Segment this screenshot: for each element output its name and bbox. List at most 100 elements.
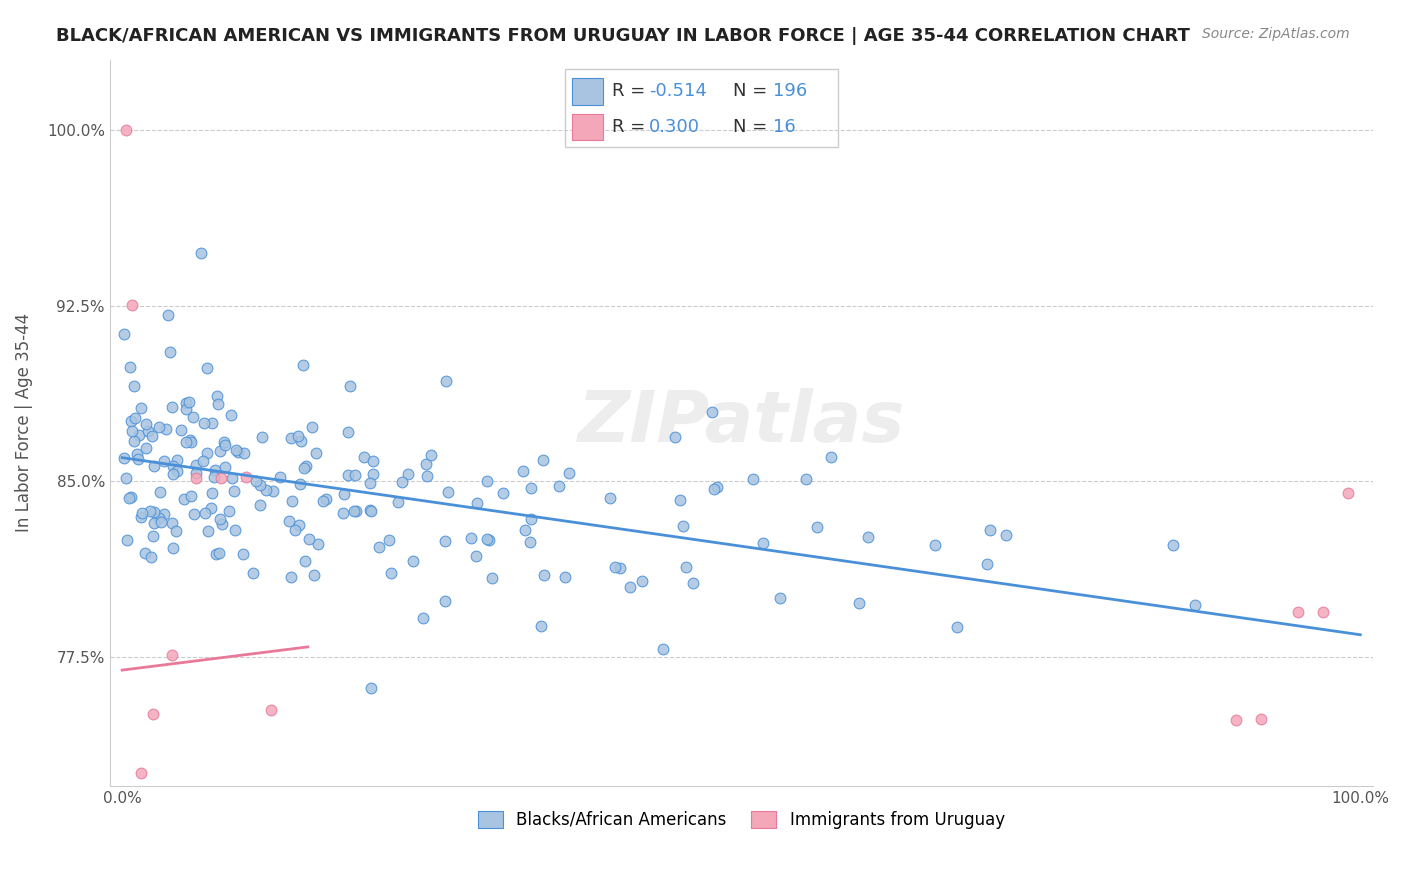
Point xyxy=(277,514,299,528)
Point xyxy=(477,532,499,546)
Point xyxy=(202,470,225,484)
Point xyxy=(548,479,571,493)
Point xyxy=(301,419,323,434)
Point xyxy=(1286,606,1309,620)
Point xyxy=(245,474,267,488)
Point xyxy=(208,546,231,560)
Point xyxy=(315,492,337,507)
Point xyxy=(179,395,201,409)
Text: R =: R = xyxy=(612,118,651,136)
Point xyxy=(1312,605,1334,619)
Point xyxy=(360,681,382,695)
Point xyxy=(294,554,316,568)
Point xyxy=(225,443,247,458)
Point xyxy=(195,361,218,376)
Point xyxy=(1184,599,1206,613)
Point xyxy=(162,516,184,531)
Point xyxy=(706,480,728,494)
Point xyxy=(946,620,969,634)
Point xyxy=(437,484,460,499)
Point xyxy=(353,450,375,465)
Point xyxy=(193,416,215,430)
Point xyxy=(155,422,177,436)
Point xyxy=(117,533,139,547)
Point xyxy=(228,445,250,459)
Point xyxy=(794,472,817,486)
Point xyxy=(221,409,243,423)
Point xyxy=(554,570,576,584)
Point xyxy=(162,467,184,482)
Point xyxy=(820,450,842,464)
Point xyxy=(262,484,284,499)
Point xyxy=(176,395,198,409)
Point xyxy=(280,431,302,445)
Point xyxy=(669,493,692,508)
Point xyxy=(139,504,162,518)
Point xyxy=(465,496,488,510)
Point xyxy=(672,518,695,533)
Point xyxy=(609,561,631,575)
Point xyxy=(159,345,181,359)
Point xyxy=(1225,713,1247,727)
Point xyxy=(117,491,139,505)
Point xyxy=(260,703,283,717)
Point xyxy=(212,435,235,450)
Point xyxy=(124,411,146,425)
Point xyxy=(173,492,195,507)
Point xyxy=(209,470,232,484)
Point xyxy=(142,505,165,519)
Point xyxy=(204,463,226,477)
Point xyxy=(112,451,135,466)
Legend: Blacks/African Americans, Immigrants from Uruguay: Blacks/African Americans, Immigrants fro… xyxy=(471,804,1011,836)
Point xyxy=(122,434,145,448)
Text: 0.300: 0.300 xyxy=(650,118,700,136)
Text: N =: N = xyxy=(733,82,772,101)
Point xyxy=(149,516,172,530)
Point xyxy=(512,464,534,478)
Text: R =: R = xyxy=(612,82,651,101)
Text: 196: 196 xyxy=(773,82,807,101)
Point xyxy=(492,485,515,500)
Text: BLACK/AFRICAN AMERICAN VS IMMIGRANTS FROM URUGUAY IN LABOR FORCE | AGE 35-44 COR: BLACK/AFRICAN AMERICAN VS IMMIGRANTS FRO… xyxy=(56,27,1189,45)
Point xyxy=(346,503,368,517)
Point xyxy=(434,374,457,388)
Point xyxy=(1337,486,1360,500)
Text: Source: ZipAtlas.com: Source: ZipAtlas.com xyxy=(1202,27,1350,41)
Point xyxy=(224,523,246,537)
Point xyxy=(281,494,304,508)
Point xyxy=(359,502,381,516)
Point xyxy=(307,536,329,550)
Point xyxy=(290,434,312,449)
Point xyxy=(533,568,555,582)
Point xyxy=(433,533,456,548)
Point xyxy=(520,481,543,495)
Point xyxy=(184,467,207,481)
Point xyxy=(924,538,946,552)
Point xyxy=(1161,538,1184,552)
Point xyxy=(416,469,439,483)
Point xyxy=(143,516,166,530)
Point xyxy=(287,429,309,443)
Point xyxy=(208,512,231,526)
Point xyxy=(135,417,157,431)
Point xyxy=(477,533,499,547)
Point xyxy=(131,510,153,524)
Point xyxy=(127,451,149,466)
Point xyxy=(703,482,725,496)
Point xyxy=(166,464,188,478)
Point xyxy=(619,580,641,594)
Point xyxy=(201,486,224,500)
Point xyxy=(337,467,360,482)
Point xyxy=(136,424,159,438)
Point xyxy=(630,574,652,588)
Point xyxy=(531,453,554,467)
Point xyxy=(402,554,425,568)
Point xyxy=(148,511,170,525)
Point xyxy=(387,495,409,509)
Point xyxy=(160,648,183,662)
Text: -0.514: -0.514 xyxy=(650,82,707,101)
Point xyxy=(700,405,723,419)
Point xyxy=(312,494,335,508)
Point xyxy=(682,575,704,590)
Point xyxy=(391,475,413,490)
